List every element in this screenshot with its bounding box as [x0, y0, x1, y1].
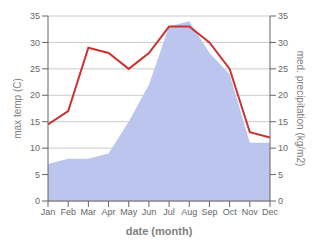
svg-text:Feb: Feb — [60, 207, 76, 217]
svg-text:5: 5 — [278, 170, 283, 180]
svg-text:30: 30 — [30, 38, 40, 48]
svg-text:10: 10 — [278, 143, 288, 153]
svg-text:5: 5 — [35, 170, 40, 180]
svg-text:Jul: Jul — [163, 207, 175, 217]
svg-text:Aug: Aug — [181, 207, 197, 217]
svg-text:max temp (C): max temp (C) — [12, 78, 23, 139]
svg-text:Jan: Jan — [41, 207, 56, 217]
svg-text:15: 15 — [278, 117, 288, 127]
svg-text:15: 15 — [30, 117, 40, 127]
svg-text:20: 20 — [278, 90, 288, 100]
svg-text:Apr: Apr — [102, 207, 116, 217]
svg-text:35: 35 — [30, 11, 40, 21]
svg-text:10: 10 — [30, 143, 40, 153]
svg-text:20: 20 — [30, 90, 40, 100]
svg-text:Sep: Sep — [201, 207, 217, 217]
svg-text:25: 25 — [30, 64, 40, 74]
svg-text:date (month): date (month) — [126, 225, 193, 237]
svg-text:30: 30 — [278, 38, 288, 48]
svg-text:0: 0 — [35, 196, 40, 206]
svg-text:med. precipitation (kg/m2): med. precipitation (kg/m2) — [295, 51, 306, 167]
svg-text:Jun: Jun — [142, 207, 157, 217]
svg-text:Mar: Mar — [81, 207, 97, 217]
svg-text:0: 0 — [278, 196, 283, 206]
svg-text:Dec: Dec — [262, 207, 279, 217]
svg-text:May: May — [120, 207, 138, 217]
svg-text:25: 25 — [278, 64, 288, 74]
svg-text:Oct: Oct — [223, 207, 238, 217]
svg-text:Nov: Nov — [242, 207, 259, 217]
svg-text:35: 35 — [278, 11, 288, 21]
